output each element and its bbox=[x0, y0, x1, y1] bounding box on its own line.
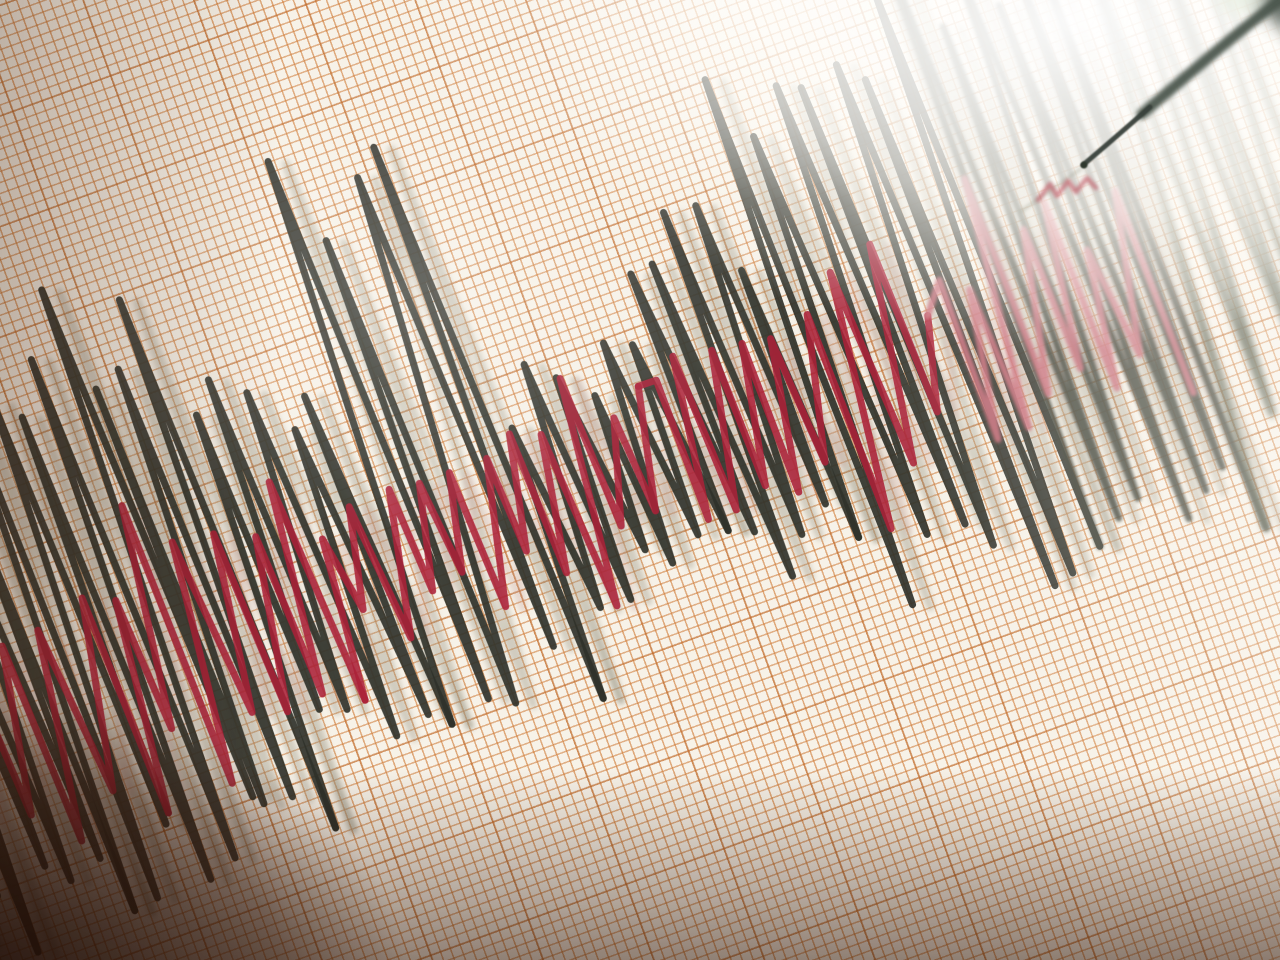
trace-layer bbox=[0, 0, 1280, 960]
graph-paper bbox=[0, 0, 1280, 960]
seismograph-photo bbox=[0, 0, 1280, 960]
